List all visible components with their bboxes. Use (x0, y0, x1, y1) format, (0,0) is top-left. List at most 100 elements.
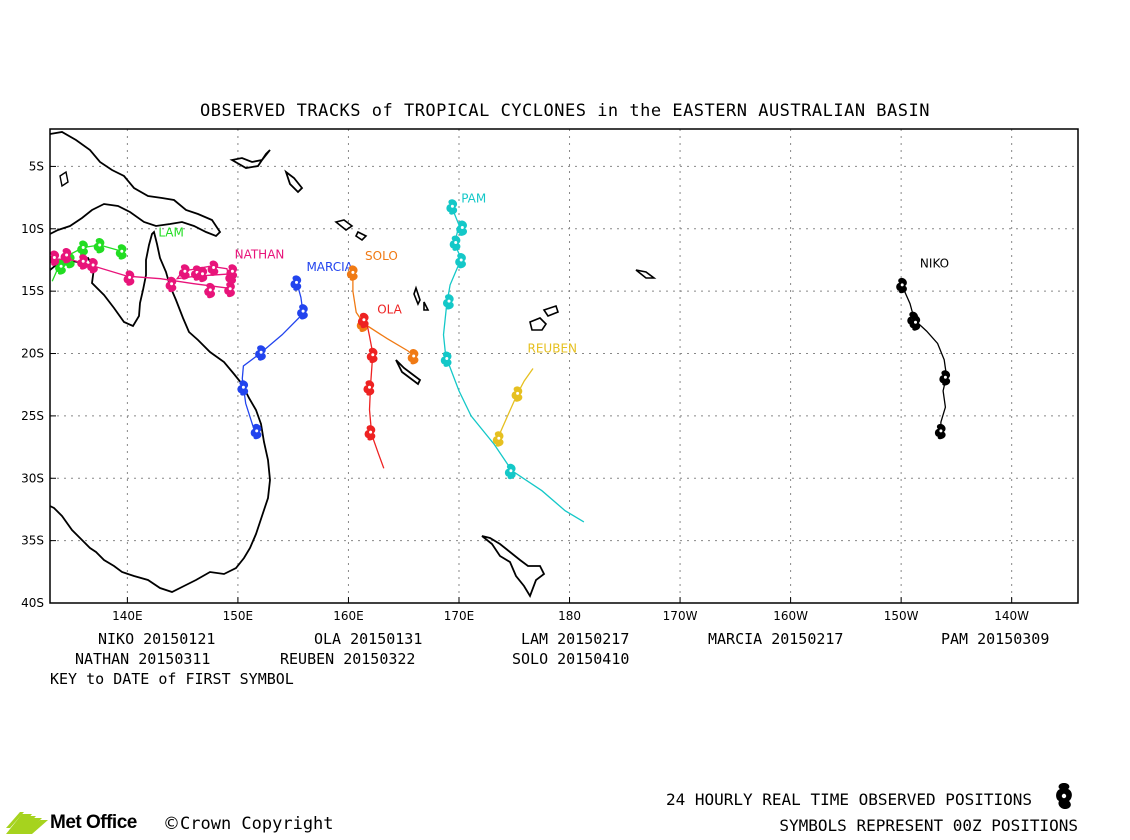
lon-tick-label: 140E (112, 609, 143, 623)
footer-symbols-note: SYMBOLS REPRESENT 00Z POSITIONS (779, 816, 1078, 835)
cyclone-symbol-nathan (226, 264, 238, 280)
met-office-logo-icon (6, 812, 48, 834)
cyclone-symbol-marcia (255, 345, 266, 361)
cyclone-symbol-eye (351, 270, 355, 274)
lon-tick-label: 150W (884, 609, 919, 623)
storm-label-reuben: REUBEN (528, 341, 578, 355)
cyclone-symbol-marcia (237, 380, 249, 396)
cyclone-symbol-eye (516, 391, 520, 395)
lat-tick-label: 30S (21, 471, 44, 485)
cyclone-symbol-reuben (492, 431, 504, 447)
footer-observed-positions: 24 HOURLY REAL TIME OBSERVED POSITIONS (665, 790, 1032, 809)
legend-entry-marcia: MARCIA 20150217 (708, 630, 844, 648)
lon-tick-label: 170W (663, 609, 698, 623)
new-caledonia-outline (395, 359, 422, 386)
cyclone-symbol-eye (59, 264, 63, 268)
track-line-niko (902, 279, 948, 433)
cyclone-symbol-pam (449, 235, 461, 251)
cyclone-symbol-marcia (297, 304, 308, 320)
track-line-ola (365, 319, 385, 469)
cyclone-symbol-lam (93, 238, 105, 254)
lat-tick-label: 40S (21, 596, 44, 610)
copyright-text: Crown Copyright (180, 814, 334, 834)
new-guinea-coastline (50, 131, 222, 238)
cyclone-tracks: LAM NATHAN MARCIA SOLO OLA PAM REUBEN NIKO (50, 192, 951, 523)
cyclone-symbol-lam (77, 240, 88, 256)
cyclone-symbol-eye (459, 258, 463, 262)
cyclone-symbol-niko (934, 423, 946, 440)
cyclone-symbol-ola (357, 312, 369, 329)
cyclone-symbol-eye (170, 282, 174, 286)
cyclone-symbol-nathan (60, 248, 72, 264)
cyclone-symbol-eye (128, 275, 132, 279)
cyclone-symbol-nathan (196, 266, 208, 283)
cyclone-symbol-pam (504, 463, 516, 480)
lat-tick-label: 5S (29, 159, 44, 173)
storm-nathan: NATHAN (50, 248, 284, 299)
cyclone-symbol-eye (81, 246, 85, 249)
cyclone-symbol-eye (371, 353, 375, 357)
cyclone-symbol-eye (301, 309, 305, 313)
land-outlines (50, 131, 657, 599)
cyclone-symbol-eye (201, 272, 204, 276)
cyclone-symbol-eye (447, 299, 451, 303)
cyclone-symbol-solo (407, 349, 419, 365)
cyclone-symbol-nathan (165, 276, 177, 293)
cyclone-symbol-marcia (290, 275, 302, 291)
storm-label-lam: LAM (158, 225, 184, 239)
cyclone-symbol-eye (212, 266, 216, 269)
cyclone-symbol-eye (230, 269, 234, 273)
cyclone-symbol-reuben (511, 386, 523, 402)
lat-tick-label: 35S (21, 534, 44, 548)
lord-howe-outline (59, 170, 69, 188)
lon-tick-label: 150E (223, 609, 254, 623)
cyclone-symbol-eye (497, 436, 501, 440)
cyclone-symbol-ola (364, 425, 376, 441)
cyclone-symbol-eye (91, 263, 95, 267)
storm-label-pam: PAM (461, 192, 486, 206)
lon-tick-label: 170E (444, 609, 475, 623)
met-office-logo: Met Office (6, 810, 137, 836)
legend-entry-nathan: NATHAN 20150311 (75, 650, 211, 668)
storm-label-ola: OLA (377, 303, 402, 317)
track-line-marcia (241, 281, 304, 432)
cyclone-symbol-niko (909, 315, 921, 331)
graticule-grid (50, 129, 1078, 603)
cyclone-symbol-marcia (250, 423, 262, 440)
storm-lam: LAM (51, 225, 184, 282)
storm-label-solo: SOLO (365, 249, 398, 263)
cyclone-symbol-eye (509, 469, 513, 473)
lat-tick-label: 20S (21, 347, 44, 361)
cyclone-symbol-eye (81, 259, 85, 263)
cyclone-symbol-solo (346, 265, 358, 281)
cyclone-symbol-eye (208, 288, 212, 292)
map-frame (49, 128, 1079, 604)
cyclone-symbol-pam (456, 220, 468, 236)
cyclone-symbol-pam (443, 294, 454, 310)
cyclone-symbol-eye (65, 253, 69, 257)
fiji-outline (529, 304, 559, 331)
cyclone-symbol-ola (366, 347, 378, 364)
cyclone-symbol-nathan (50, 250, 60, 266)
lon-tick-label: 140W (994, 609, 1029, 623)
cyclone-symbol-eye (295, 280, 298, 284)
cyclone-symbol-niko (896, 277, 907, 294)
track-line-reuben (497, 368, 534, 439)
cyclone-symbol-eye (450, 204, 454, 208)
storm-reuben: REUBEN (492, 341, 578, 447)
cyclone-symbol-eye (228, 287, 232, 291)
copyright-notice: ©Crown Copyright (163, 814, 334, 834)
storm-label-niko: NIKO (920, 256, 949, 270)
legend-entry-niko: NIKO 20150121 (98, 630, 216, 648)
legend-entry-reuben: REUBEN 20150322 (280, 650, 416, 668)
cyclone-symbol-eye (255, 429, 259, 433)
cyclone-symbol-eye (914, 320, 917, 324)
bougainville-outline (284, 169, 304, 194)
cyclone-symbol-niko (939, 370, 951, 386)
cyclone-symbol-eye (52, 256, 56, 259)
cyclone-symbol-nathan (224, 281, 235, 298)
cyclone-symbol-pam (440, 351, 452, 367)
cyclone-symbol-eye (454, 241, 458, 244)
new-britain-outline (229, 149, 271, 169)
